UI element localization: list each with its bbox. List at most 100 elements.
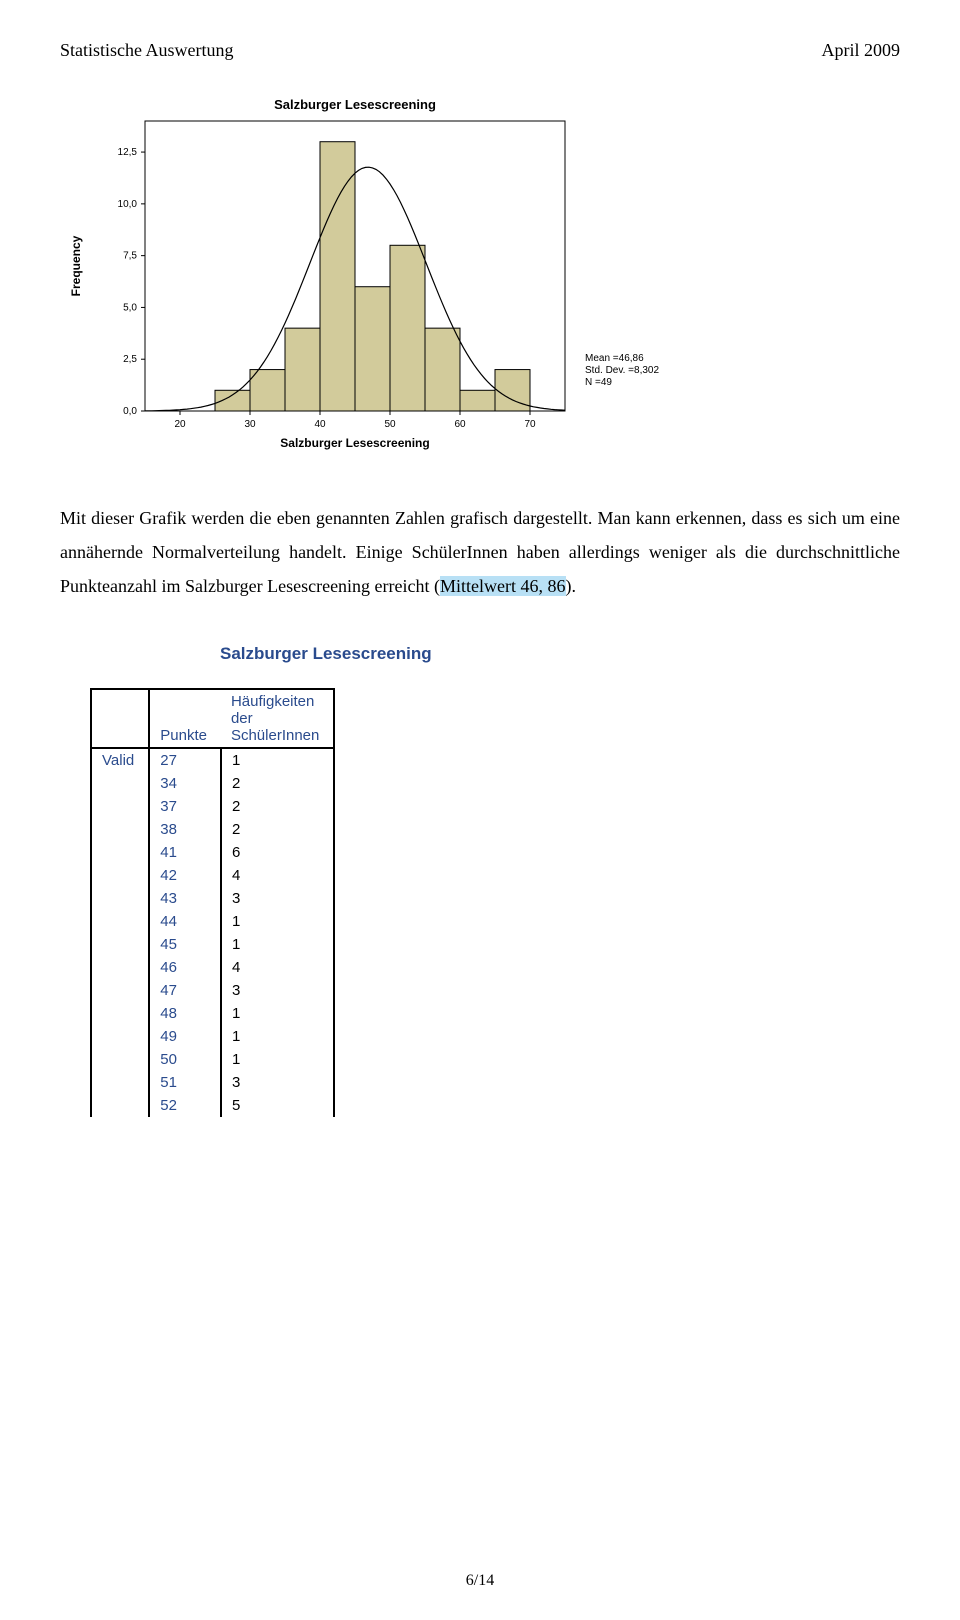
row-punkte-cell: 44	[149, 910, 221, 933]
svg-text:30: 30	[244, 419, 256, 430]
histogram-chart: Salzburger Lesescreening 0,0 2,5 5,0 7,5 10,0…	[60, 91, 900, 461]
row-valid-cell	[91, 956, 149, 979]
table-title: Salzburger Lesescreening	[220, 644, 900, 664]
row-haeufig-cell: 1	[221, 1002, 334, 1025]
table-row: 473	[91, 979, 334, 1002]
row-haeufig-cell: 1	[221, 933, 334, 956]
table-row: 342	[91, 772, 334, 795]
table-row: 424	[91, 864, 334, 887]
chart-svg: Salzburger Lesescreening 0,0 2,5 5,0 7,5 10,0…	[60, 91, 720, 461]
table-row: 416	[91, 841, 334, 864]
col2-l2: der	[231, 710, 319, 727]
svg-text:40: 40	[314, 419, 326, 430]
table-row: 441	[91, 910, 334, 933]
row-punkte-cell: 49	[149, 1025, 221, 1048]
svg-text:Frequency: Frequency	[69, 235, 83, 296]
row-punkte-cell: 48	[149, 1002, 221, 1025]
table-row: 433	[91, 887, 334, 910]
frequency-table: Punkte Häufigkeiten der SchülerInnen Val…	[90, 688, 335, 1117]
svg-text:5,0: 5,0	[123, 302, 137, 313]
row-haeufig-cell: 6	[221, 841, 334, 864]
svg-text:60: 60	[454, 419, 466, 430]
svg-text:Salzburger Lesescreening: Salzburger Lesescreening	[280, 436, 429, 450]
row-punkte-cell: 45	[149, 933, 221, 956]
table-row: 525	[91, 1094, 334, 1117]
svg-text:50: 50	[384, 419, 396, 430]
row-punkte-cell: 38	[149, 818, 221, 841]
row-haeufig-cell: 2	[221, 795, 334, 818]
table-col-haeufig: Häufigkeiten der SchülerInnen	[221, 689, 334, 748]
table-row: 382	[91, 818, 334, 841]
table-row: 501	[91, 1048, 334, 1071]
row-haeufig-cell: 1	[221, 1025, 334, 1048]
table-row: 513	[91, 1071, 334, 1094]
row-valid-cell: Valid	[91, 748, 149, 772]
row-punkte-cell: 34	[149, 772, 221, 795]
row-haeufig-cell: 4	[221, 956, 334, 979]
table-row: 372	[91, 795, 334, 818]
row-valid-cell	[91, 772, 149, 795]
para-highlight: Mittelwert 46, 86	[440, 576, 565, 596]
table-col-punkte: Punkte	[149, 689, 221, 748]
svg-text:Mean =46,86: Mean =46,86	[585, 353, 644, 364]
row-valid-cell	[91, 933, 149, 956]
table-row: 491	[91, 1025, 334, 1048]
table-row: 464	[91, 956, 334, 979]
row-punkte-cell: 52	[149, 1094, 221, 1117]
svg-text:7,5: 7,5	[123, 251, 137, 262]
page-header: Statistische Auswertung April 2009	[60, 40, 900, 61]
svg-text:Std. Dev. =8,302: Std. Dev. =8,302	[585, 365, 659, 376]
svg-text:12,5: 12,5	[118, 147, 138, 158]
row-valid-cell	[91, 1048, 149, 1071]
row-valid-cell	[91, 1094, 149, 1117]
header-right: April 2009	[822, 40, 901, 61]
row-haeufig-cell: 3	[221, 979, 334, 1002]
body-paragraph: Mit dieser Grafik werden die eben genann…	[60, 501, 900, 604]
svg-text:2,5: 2,5	[123, 354, 137, 365]
svg-text:10,0: 10,0	[118, 199, 138, 210]
row-valid-cell	[91, 910, 149, 933]
row-valid-cell	[91, 1071, 149, 1094]
row-valid-cell	[91, 818, 149, 841]
row-valid-cell	[91, 1002, 149, 1025]
row-valid-cell	[91, 979, 149, 1002]
row-haeufig-cell: 4	[221, 864, 334, 887]
row-valid-cell	[91, 795, 149, 818]
row-punkte-cell: 51	[149, 1071, 221, 1094]
svg-text:Salzburger Lesescreening: Salzburger Lesescreening	[274, 97, 436, 112]
row-haeufig-cell: 5	[221, 1094, 334, 1117]
row-valid-cell	[91, 1025, 149, 1048]
header-left: Statistische Auswertung	[60, 40, 234, 61]
row-haeufig-cell: 2	[221, 772, 334, 795]
table-row: 451	[91, 933, 334, 956]
table-col-valid	[91, 689, 149, 748]
row-haeufig-cell: 1	[221, 910, 334, 933]
table-header-row: Punkte Häufigkeiten der SchülerInnen	[91, 689, 334, 748]
row-valid-cell	[91, 864, 149, 887]
row-punkte-cell: 50	[149, 1048, 221, 1071]
row-punkte-cell: 46	[149, 956, 221, 979]
row-punkte-cell: 42	[149, 864, 221, 887]
row-haeufig-cell: 3	[221, 1071, 334, 1094]
row-valid-cell	[91, 841, 149, 864]
row-punkte-cell: 47	[149, 979, 221, 1002]
row-valid-cell	[91, 887, 149, 910]
row-punkte-cell: 41	[149, 841, 221, 864]
table-row: 481	[91, 1002, 334, 1025]
row-haeufig-cell: 1	[221, 1048, 334, 1071]
col2-l1: Häufigkeiten	[231, 693, 319, 710]
page-number: 6/14	[0, 1572, 960, 1590]
row-punkte-cell: 37	[149, 795, 221, 818]
row-haeufig-cell: 3	[221, 887, 334, 910]
para-text-2: ).	[566, 576, 577, 596]
svg-text:20: 20	[174, 419, 186, 430]
row-punkte-cell: 43	[149, 887, 221, 910]
svg-text:N =49: N =49	[585, 377, 612, 388]
table-row: Valid271	[91, 748, 334, 772]
svg-text:0,0: 0,0	[123, 406, 137, 417]
svg-text:70: 70	[524, 419, 536, 430]
row-punkte-cell: 27	[149, 748, 221, 772]
row-haeufig-cell: 1	[221, 748, 334, 772]
col2-l3: SchülerInnen	[231, 727, 319, 744]
row-haeufig-cell: 2	[221, 818, 334, 841]
